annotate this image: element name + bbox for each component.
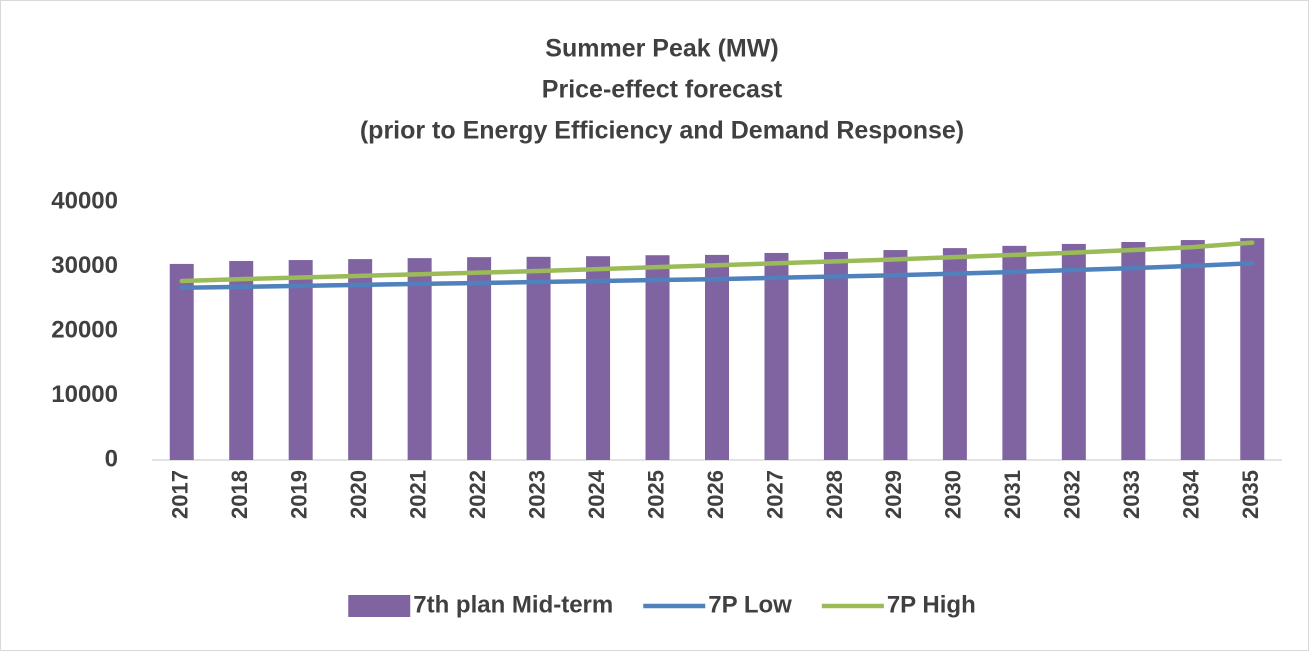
legend-label: 7P Low bbox=[708, 591, 792, 618]
bar bbox=[645, 255, 670, 460]
legend-label: 7P High bbox=[887, 591, 976, 618]
x-tick-label: 2031 bbox=[1000, 470, 1025, 519]
x-tick-label: 2030 bbox=[941, 470, 966, 519]
x-tick-label: 2029 bbox=[881, 470, 906, 519]
x-tick-label: 2019 bbox=[286, 470, 311, 519]
bar bbox=[526, 256, 551, 460]
x-tick-label: 2027 bbox=[762, 470, 787, 519]
x-tick-label: 2032 bbox=[1060, 470, 1085, 519]
bar bbox=[942, 248, 967, 460]
x-tick-label: 2017 bbox=[168, 470, 193, 519]
y-tick-label: 10000 bbox=[51, 381, 118, 408]
y-tick-label: 40000 bbox=[51, 187, 118, 214]
y-tick-label: 20000 bbox=[51, 316, 118, 343]
bar bbox=[586, 256, 611, 460]
y-tick-label: 30000 bbox=[51, 252, 118, 279]
line bbox=[179, 240, 1255, 284]
bar bbox=[883, 250, 908, 460]
chart-title: Summer Peak (MW) bbox=[545, 35, 778, 63]
x-tick-label: 2033 bbox=[1119, 470, 1144, 519]
legend-swatch bbox=[348, 595, 411, 617]
x-tick-label: 2022 bbox=[465, 470, 490, 519]
bar bbox=[705, 254, 729, 460]
x-tick-label: 2021 bbox=[405, 470, 430, 519]
bar bbox=[288, 260, 313, 460]
bar bbox=[823, 251, 848, 460]
bar bbox=[348, 259, 373, 460]
y-tick-label: 0 bbox=[105, 445, 118, 472]
line bbox=[179, 261, 1255, 291]
x-tick-label: 2025 bbox=[643, 470, 668, 519]
legend-label: 7th plan Mid-term bbox=[413, 591, 613, 618]
chart-subtitle: Price-effect forecast bbox=[542, 76, 783, 104]
x-tick-label: 2018 bbox=[227, 470, 252, 519]
x-tick-label: 2034 bbox=[1179, 469, 1204, 519]
x-tick-label: 2020 bbox=[346, 470, 371, 519]
bar bbox=[1240, 238, 1265, 460]
bar bbox=[467, 257, 492, 460]
x-tick-label: 2023 bbox=[524, 470, 549, 519]
bar bbox=[407, 258, 432, 460]
bar bbox=[1061, 243, 1086, 460]
chart-subtitle: (prior to Energy Efficiency and Demand R… bbox=[360, 117, 964, 145]
bar bbox=[229, 261, 254, 460]
x-tick-label: 2024 bbox=[584, 469, 609, 519]
bar bbox=[1180, 240, 1205, 460]
bar bbox=[169, 263, 194, 460]
bar bbox=[1121, 241, 1146, 460]
x-tick-label: 2026 bbox=[703, 470, 728, 519]
x-tick-label: 2035 bbox=[1238, 470, 1263, 519]
bar bbox=[1002, 245, 1027, 460]
x-tick-label: 2028 bbox=[822, 470, 847, 519]
bar bbox=[764, 252, 789, 460]
